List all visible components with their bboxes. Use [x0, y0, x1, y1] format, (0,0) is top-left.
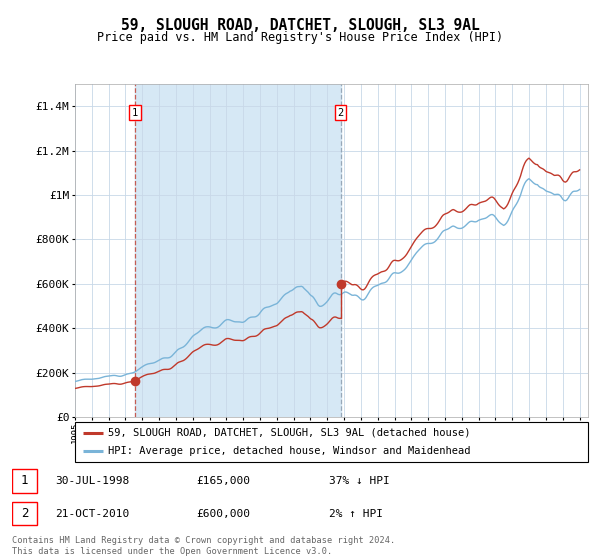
Text: £600,000: £600,000: [196, 508, 250, 519]
Text: 1: 1: [132, 108, 139, 118]
Text: HPI: Average price, detached house, Windsor and Maidenhead: HPI: Average price, detached house, Wind…: [109, 446, 471, 456]
Text: 30-JUL-1998: 30-JUL-1998: [55, 476, 130, 486]
Text: 59, SLOUGH ROAD, DATCHET, SLOUGH, SL3 9AL: 59, SLOUGH ROAD, DATCHET, SLOUGH, SL3 9A…: [121, 18, 479, 34]
Text: 37% ↓ HPI: 37% ↓ HPI: [329, 476, 389, 486]
Text: 59, SLOUGH ROAD, DATCHET, SLOUGH, SL3 9AL (detached house): 59, SLOUGH ROAD, DATCHET, SLOUGH, SL3 9A…: [109, 428, 471, 438]
Text: £165,000: £165,000: [196, 476, 250, 486]
Text: 21-OCT-2010: 21-OCT-2010: [55, 508, 130, 519]
Text: 2: 2: [21, 507, 28, 520]
Text: 1: 1: [21, 474, 28, 487]
FancyBboxPatch shape: [75, 422, 588, 462]
Text: Contains HM Land Registry data © Crown copyright and database right 2024.
This d: Contains HM Land Registry data © Crown c…: [12, 536, 395, 556]
FancyBboxPatch shape: [12, 502, 37, 525]
FancyBboxPatch shape: [12, 469, 37, 493]
Text: 2: 2: [338, 108, 344, 118]
Bar: [135, 84, 341, 417]
Text: Price paid vs. HM Land Registry's House Price Index (HPI): Price paid vs. HM Land Registry's House …: [97, 31, 503, 44]
Text: 2% ↑ HPI: 2% ↑ HPI: [329, 508, 383, 519]
